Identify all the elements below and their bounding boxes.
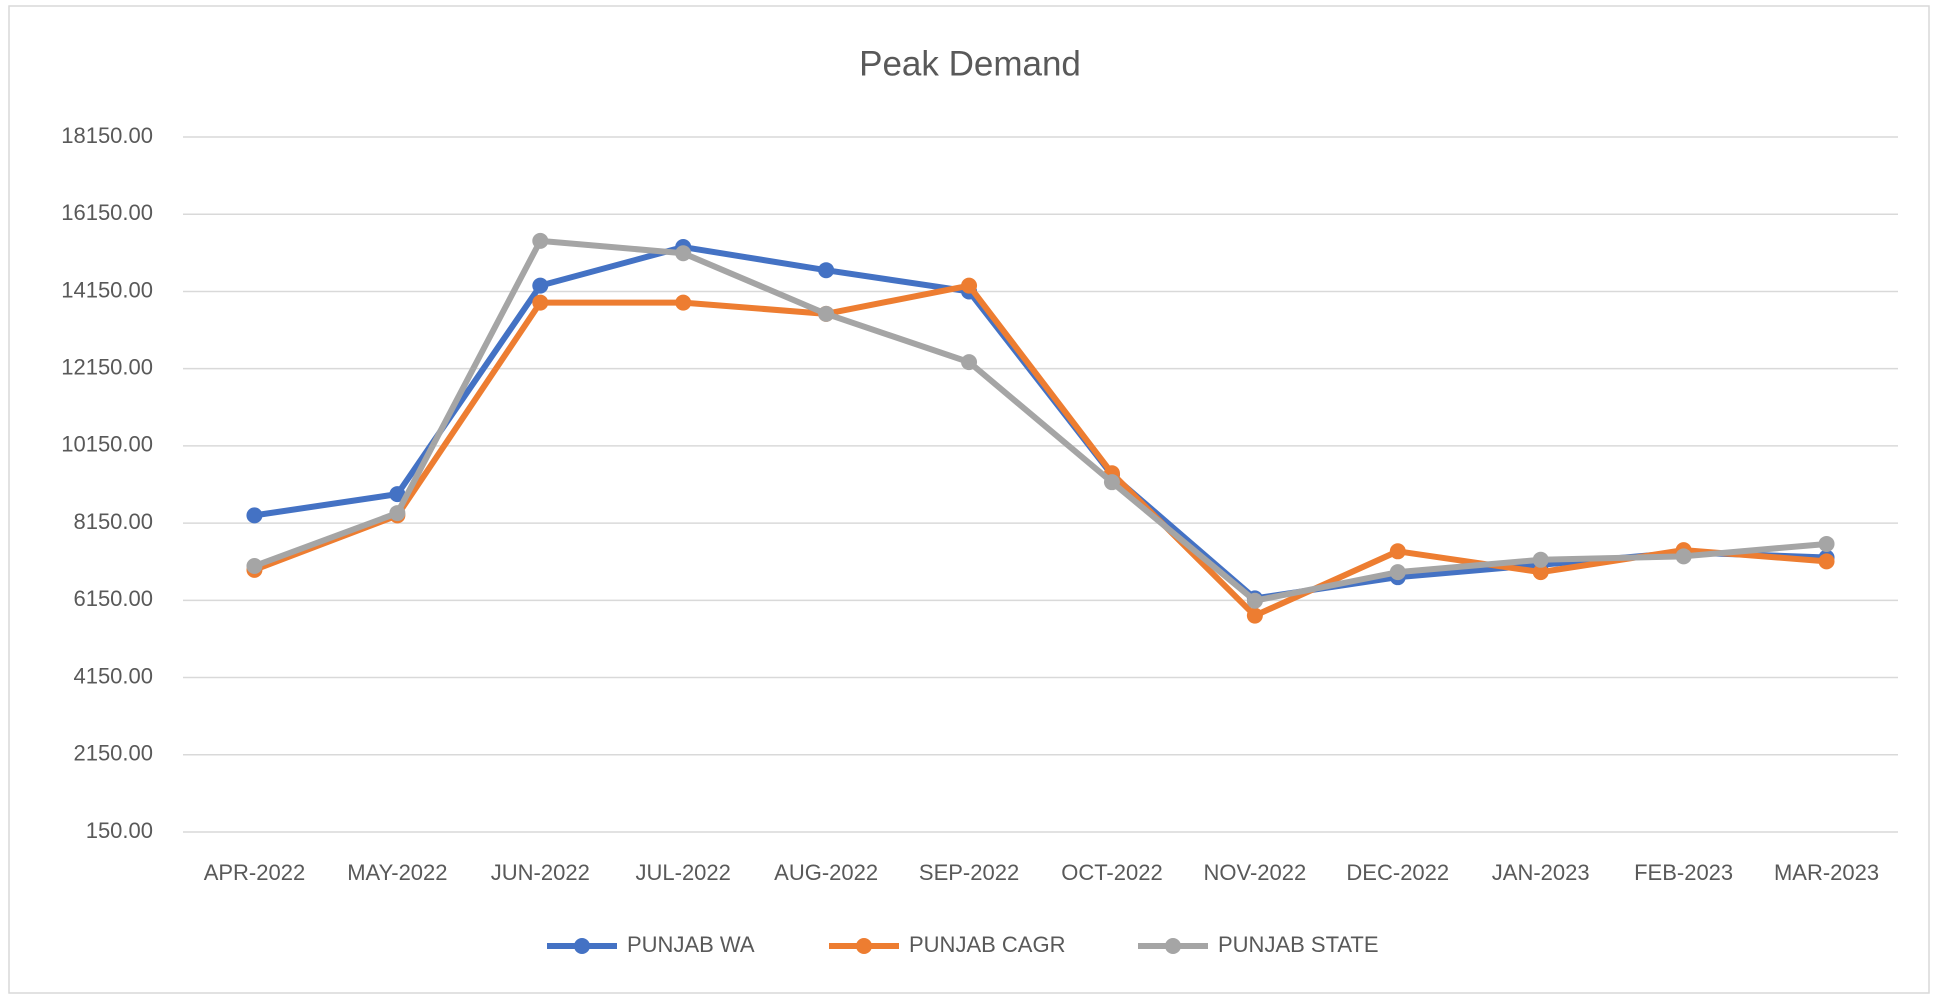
x-tick-label: JUN-2022	[491, 860, 590, 885]
data-point	[961, 277, 978, 294]
data-point	[1675, 548, 1692, 565]
y-tick-label: 18150.00	[61, 123, 153, 148]
y-tick-label: 16150.00	[61, 200, 153, 225]
y-tick-label: 2150.00	[73, 741, 153, 766]
legend-marker	[856, 938, 872, 954]
legend-label: PUNJAB WA	[627, 932, 755, 957]
data-point	[1532, 551, 1549, 568]
data-point	[246, 557, 263, 574]
data-point	[675, 245, 692, 262]
x-tick-label: JAN-2023	[1492, 860, 1590, 885]
x-tick-label: MAY-2022	[347, 860, 447, 885]
y-tick-label: 14150.00	[61, 277, 153, 302]
data-point	[246, 507, 263, 524]
series-line	[253, 282, 1827, 619]
x-tick-label: NOV-2022	[1204, 860, 1307, 885]
data-point	[675, 294, 692, 311]
x-tick-label: JUL-2022	[636, 860, 731, 885]
data-point	[389, 505, 406, 522]
y-tick-label: 6150.00	[73, 586, 153, 611]
legend-marker	[574, 938, 590, 954]
data-point	[389, 486, 406, 503]
x-tick-label: MAR-2023	[1774, 860, 1879, 885]
y-tick-label: 12150.00	[61, 354, 153, 379]
legend-label: PUNJAB STATE	[1218, 932, 1379, 957]
data-point	[1103, 474, 1120, 491]
x-tick-label: APR-2022	[204, 860, 306, 885]
data-point	[1818, 535, 1835, 552]
data-point	[1389, 543, 1406, 560]
legend-marker	[1165, 938, 1181, 954]
x-tick-label: FEB-2023	[1634, 860, 1733, 885]
data-point	[1246, 592, 1263, 609]
data-point	[532, 232, 549, 249]
x-tick-label: AUG-2022	[774, 860, 878, 885]
chart-title: Peak Demand	[859, 44, 1081, 83]
y-tick-label: 8150.00	[73, 509, 153, 534]
data-point	[1246, 607, 1263, 624]
data-point	[818, 305, 835, 322]
x-tick-label: SEP-2022	[919, 860, 1019, 885]
y-tick-label: 150.00	[86, 818, 153, 843]
data-point	[1532, 564, 1549, 581]
y-tick-label: 10150.00	[61, 432, 153, 457]
x-tick-label: DEC-2022	[1346, 860, 1449, 885]
legend-label: PUNJAB CAGR	[909, 932, 1065, 957]
series-line	[253, 237, 1827, 604]
data-point	[532, 294, 549, 311]
data-point	[961, 354, 978, 371]
data-point	[1818, 553, 1835, 570]
data-point	[532, 277, 549, 294]
data-point	[1389, 564, 1406, 581]
x-tick-label: OCT-2022	[1061, 860, 1163, 885]
y-tick-label: 4150.00	[73, 663, 153, 688]
data-point	[818, 262, 835, 279]
chart-border	[8, 5, 1930, 994]
